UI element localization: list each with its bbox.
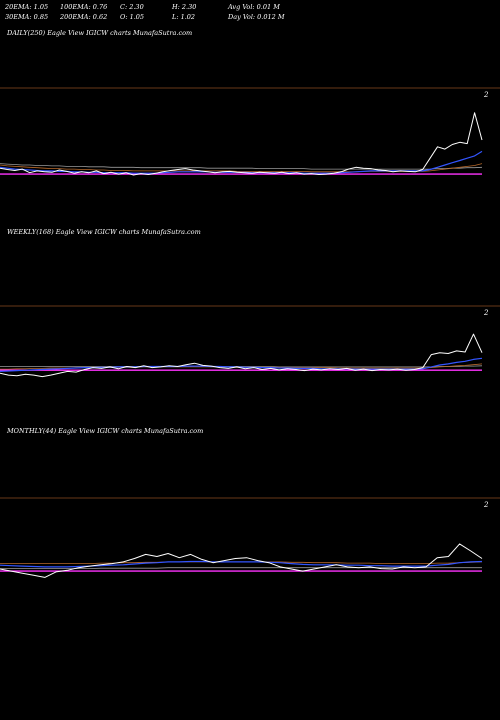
- ema-blue-line: [0, 150, 483, 174]
- ema-gray-line: [0, 163, 483, 170]
- close-stat: C: 2.30: [120, 3, 144, 11]
- day-vol-stat: Day Vol: 0.012 M: [228, 13, 285, 21]
- open-stat: O: 1.05: [120, 13, 145, 21]
- high-stat: H: 2.30: [172, 3, 197, 11]
- ema-blue-line: [0, 560, 483, 568]
- y-axis-label: 2: [483, 91, 489, 99]
- price-line: [0, 112, 483, 176]
- y-axis-label: 2: [483, 501, 489, 509]
- ema200-stat: 200EMA: 0.62: [60, 13, 108, 21]
- ema30-stat: 30EMA: 0.85: [5, 13, 49, 21]
- price-line: [0, 543, 483, 578]
- avg-vol-stat: Avg Vol: 0.01 M: [228, 3, 280, 11]
- daily-chart: 2: [0, 87, 500, 176]
- y-axis-label: 2: [483, 309, 489, 317]
- low-stat: L: 1.02: [172, 13, 196, 21]
- ema20-stat: 20EMA: 1.05: [5, 3, 49, 11]
- monthly-chart: 2: [0, 497, 500, 578]
- monthly-panel-label: MONTHLY(44) Eagle View IGICW charts Muna…: [7, 427, 204, 435]
- ema100-stat: 100EMA: 0.76: [60, 3, 108, 11]
- price-line: [0, 333, 483, 378]
- ema-blue-line: [0, 357, 483, 372]
- weekly-chart: 2: [0, 305, 500, 378]
- daily-panel-label: DAILY(250) Eagle View IGICW charts Munaf…: [7, 29, 193, 37]
- weekly-panel-label: WEEKLY(168) Eagle View IGICW charts Muna…: [7, 228, 201, 236]
